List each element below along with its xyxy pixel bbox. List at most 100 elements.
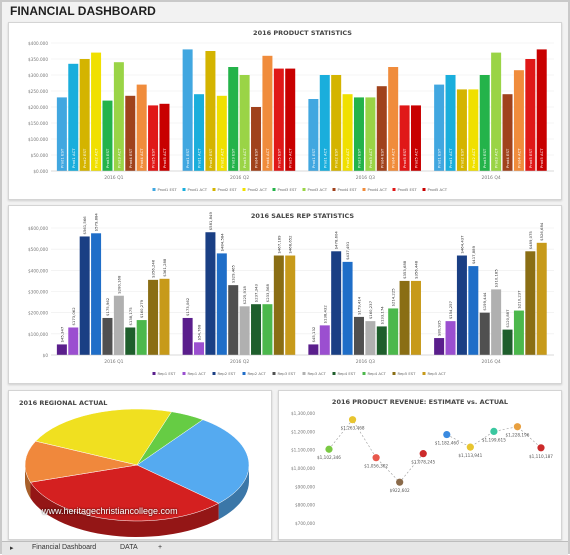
bar xyxy=(410,280,421,355)
tab-financial-dashboard[interactable]: Financial Dashboard xyxy=(32,544,97,551)
bar xyxy=(251,107,262,171)
bar xyxy=(331,251,342,355)
bar xyxy=(56,344,67,355)
bar-label: Prod2 ACT xyxy=(219,148,224,168)
point-label: $1,113,941 xyxy=(458,453,482,458)
revenue-panel: 2016 PRODUCT REVENUE: ESTIMATE vs. ACTUA… xyxy=(278,390,562,540)
point-label: $922,602 xyxy=(390,488,410,493)
bar-label: Prod3 EST xyxy=(231,148,236,168)
bar-label: Prod3 EST xyxy=(105,148,110,168)
sheet-tab-bar: ▸ Financial Dashboard DATA + xyxy=(2,541,568,555)
y-tick-label: $800,000 xyxy=(295,503,315,508)
bar xyxy=(502,94,513,171)
bar xyxy=(376,326,387,355)
bar-label: Prod2 EST xyxy=(334,148,339,168)
value-label: $154,257 xyxy=(448,300,453,319)
pie-slice-side xyxy=(25,464,31,499)
value-label: $179,414 xyxy=(356,296,361,315)
bar-label: Prod5 EST xyxy=(528,148,533,168)
bar xyxy=(365,97,376,171)
bar xyxy=(91,52,102,171)
scatter-point xyxy=(537,444,545,452)
bar xyxy=(376,86,387,171)
bar xyxy=(513,310,524,355)
value-label: $233,568 xyxy=(265,283,270,302)
legend-label: Rep2 EST xyxy=(218,371,237,376)
legend-label: Prod3 ACT xyxy=(308,187,328,192)
value-label: $120,887 xyxy=(505,309,510,328)
x-tick-label: 2016 Q3 xyxy=(356,359,375,365)
bar-label: Prod1 ACT xyxy=(322,148,327,168)
point-label: $1,199,615 xyxy=(482,437,506,442)
bar-label: Prod3 ACT xyxy=(116,148,121,168)
value-label: $417,889 xyxy=(471,245,476,264)
bar xyxy=(262,304,273,355)
bar xyxy=(308,99,319,171)
tab-nav-arrow[interactable]: ▸ xyxy=(10,545,14,552)
pie-slice xyxy=(136,419,250,504)
value-label: $45,347 xyxy=(59,326,64,342)
legend-swatch xyxy=(392,372,396,375)
legend-label: Prod2 ACT xyxy=(248,187,268,192)
y-tick-label: $400,000 xyxy=(28,268,48,273)
value-label: $225,918 xyxy=(242,286,247,305)
value-label: $199,444 xyxy=(482,292,487,311)
bar-label: Prod5 ACT xyxy=(162,148,167,168)
bar xyxy=(182,49,193,171)
y-tick-label: $300,000 xyxy=(28,290,48,295)
bar-label: Prod3 ACT xyxy=(242,148,247,168)
chart-title: 2016 PRODUCT REVENUE: ESTIMATE vs. ACTUA… xyxy=(332,398,508,406)
bar xyxy=(353,316,364,355)
legend-swatch xyxy=(182,372,186,375)
scatter-point xyxy=(513,423,522,431)
pie-slice-side xyxy=(218,466,249,520)
chart-title: 2016 REGIONAL ACTUAL xyxy=(19,399,107,407)
product-statistics-chart: 2016 PRODUCT STATISTICS $0.000 $50.000 $100… xyxy=(28,29,554,192)
value-label: $329,465 xyxy=(231,264,236,283)
bar xyxy=(468,266,479,355)
bar xyxy=(148,279,159,355)
bar-label: Prod4 ACT xyxy=(516,148,521,168)
bar-label: Prod4 ACT xyxy=(139,148,144,168)
value-label: $356,246 xyxy=(151,259,156,278)
bar-label: Prod1 EST xyxy=(59,148,64,168)
legend-swatch xyxy=(242,372,246,375)
y-tick-label: $0 xyxy=(43,353,49,358)
bar xyxy=(205,232,216,355)
bar-label: Prod5 EST xyxy=(276,148,281,168)
legend-label: Rep5 EST xyxy=(398,371,417,376)
legend-label: Prod5 EST xyxy=(398,187,418,192)
bar-label: Prod1 EST xyxy=(185,148,190,168)
value-label: $210,237 xyxy=(516,290,521,309)
legend-label: Rep3 EST xyxy=(278,371,297,376)
value-label: $138,175 xyxy=(128,307,133,326)
value-label: $579,884 xyxy=(94,213,99,232)
legend-label: Rep4 EST xyxy=(338,371,357,376)
bar xyxy=(353,97,364,171)
y-tick-label: $1,000,000 xyxy=(291,466,315,471)
y-tick-label: $1,300,000 xyxy=(291,411,315,416)
bar xyxy=(342,94,353,171)
legend-swatch xyxy=(272,372,276,375)
value-label: $361,288 xyxy=(162,258,167,277)
value-label: $173,062 xyxy=(185,297,190,316)
add-sheet-button[interactable]: + xyxy=(158,544,163,551)
y-tick-label: $1,100,000 xyxy=(291,448,315,453)
legend-swatch xyxy=(212,188,216,191)
sales-rep-chart: 2016 SALES REP STATISTICS $0 $100,000 $200,… xyxy=(28,212,554,376)
y-tick-label: $200.000 xyxy=(28,105,48,110)
bar xyxy=(525,251,536,355)
bar xyxy=(388,308,399,355)
bar-label: Prod3 EST xyxy=(482,148,487,168)
legend-swatch xyxy=(302,188,306,191)
y-tick-label: $150.000 xyxy=(28,121,48,126)
product-statistics-panel: 2016 PRODUCT STATISTICS $0.000 $50.000 $100… xyxy=(8,22,562,200)
scatter-point xyxy=(396,478,404,486)
bar xyxy=(502,329,513,355)
bar xyxy=(479,75,490,171)
bar xyxy=(479,312,490,355)
bar-label: Prod4 ACT xyxy=(265,148,270,168)
bar xyxy=(251,304,262,355)
tab-data[interactable]: DATA xyxy=(120,544,138,551)
